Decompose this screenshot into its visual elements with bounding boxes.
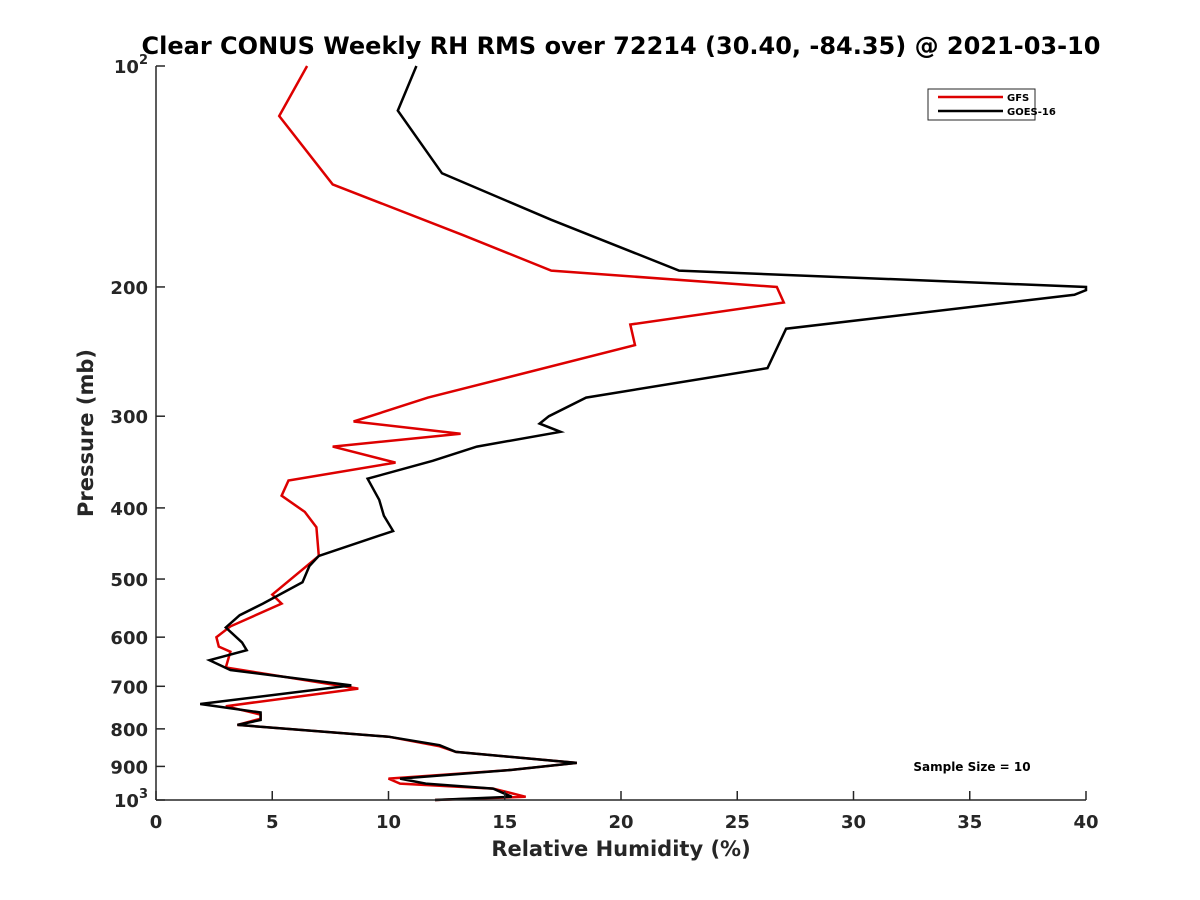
- x-tick-label: 20: [608, 812, 633, 833]
- series-layer: [200, 65, 1088, 802]
- y-tick-label: 200: [110, 278, 148, 299]
- y-tick-label: 900: [110, 757, 148, 778]
- y-ticks: 102 200 300 400 500 600 700 800 900 103: [110, 53, 165, 812]
- sample-size-annotation: Sample Size = 10: [913, 760, 1030, 774]
- y-tick-label: 800: [110, 720, 148, 741]
- x-ticks: 0 5 10 15 20 25 30 35 40: [150, 791, 1099, 833]
- chart-title: Clear CONUS Weekly RH RMS over 72214 (30…: [142, 32, 1101, 60]
- x-tick-label: 5: [266, 812, 279, 833]
- x-tick-label: 15: [492, 812, 517, 833]
- y-tick-label: 102: [114, 53, 148, 78]
- x-tick-label: 25: [725, 812, 750, 833]
- y-tick-label: 400: [110, 499, 148, 520]
- x-tick-label: 0: [150, 812, 163, 833]
- series-line-goes16: [200, 65, 1088, 802]
- legend-label-gfs: GFS: [1007, 93, 1029, 104]
- x-tick-label: 30: [841, 812, 866, 833]
- plot-area: [156, 66, 1086, 800]
- y-tick-label: 300: [110, 407, 148, 428]
- y-tick-label: 103: [114, 787, 148, 812]
- y-tick-label: 600: [110, 628, 148, 649]
- x-tick-label: 40: [1073, 812, 1098, 833]
- legend: GFS GOES-16: [927, 88, 1056, 121]
- y-tick-label: 500: [110, 570, 148, 591]
- x-tick-label: 10: [376, 812, 401, 833]
- y-axis-label: Pressure (mb): [74, 349, 98, 517]
- legend-label-goes16: GOES-16: [1007, 107, 1056, 118]
- legend-box: [927, 88, 1036, 121]
- x-axis-label: Relative Humidity (%): [491, 837, 750, 861]
- x-tick-label: 35: [957, 812, 982, 833]
- y-tick-label: 700: [110, 677, 148, 698]
